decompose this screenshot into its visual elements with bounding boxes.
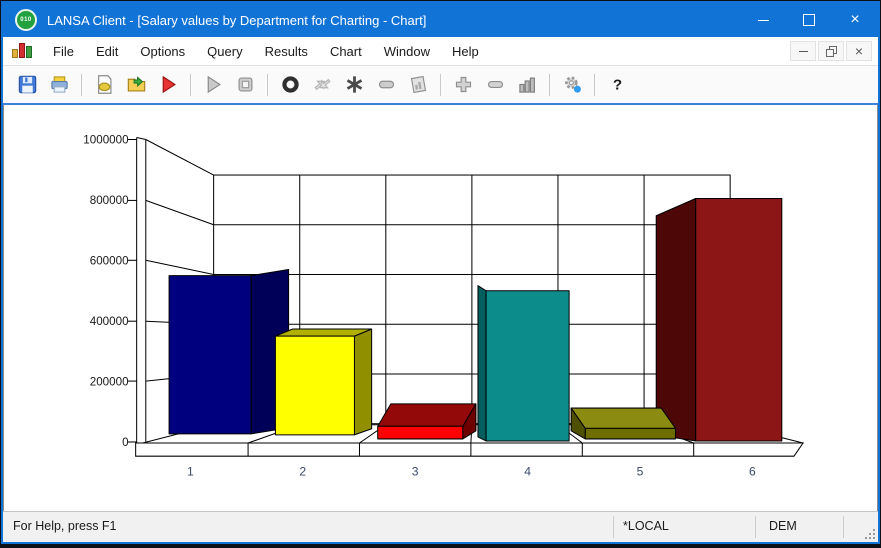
save-icon[interactable] xyxy=(14,72,40,98)
menu-edit[interactable]: Edit xyxy=(95,43,119,59)
maximize-button[interactable] xyxy=(786,3,832,37)
mdi-restore-button[interactable] xyxy=(818,41,844,61)
bar-side-face xyxy=(655,197,697,442)
minimize-button[interactable] xyxy=(740,3,786,37)
x-category-label: 3 xyxy=(412,464,419,478)
bar-front-face xyxy=(377,425,464,440)
maximize-icon xyxy=(803,14,815,26)
mdi-restore-icon xyxy=(825,45,837,57)
x-category-label: 5 xyxy=(637,464,644,478)
x-axis-labels: 1 2 3 4 5 6 xyxy=(187,464,756,478)
new-chart-icon[interactable] xyxy=(91,72,117,98)
resize-grip[interactable] xyxy=(863,527,875,539)
chart-client-area: 0 200000 400000 600000 800000 1000000 1 2 3 4 5 6 xyxy=(3,105,878,511)
app-icon-label: 010 xyxy=(20,17,32,23)
bar-5 xyxy=(570,407,676,440)
menu-window[interactable]: Window xyxy=(383,43,430,59)
transfer-icon[interactable] xyxy=(309,72,335,98)
app-icon: 010 xyxy=(15,9,37,31)
toolbar-separator xyxy=(549,73,550,96)
minimize-icon xyxy=(757,19,769,21)
chart-3d-icon[interactable] xyxy=(514,72,540,98)
x-category-label: 6 xyxy=(749,464,756,478)
bar-top-face xyxy=(274,328,373,337)
y-tick-label: 800000 xyxy=(90,194,129,207)
status-separator xyxy=(755,516,756,538)
mdi-close-icon: × xyxy=(854,43,864,59)
bar-top-face xyxy=(570,407,676,429)
bar-side-face xyxy=(353,328,373,436)
menu-file[interactable]: File xyxy=(53,43,74,59)
mdi-minimize-button[interactable] xyxy=(790,41,816,61)
bar-front-face xyxy=(485,290,570,442)
menu-divider xyxy=(3,65,878,66)
bar-front-face xyxy=(695,197,783,442)
salary-bar-chart: 0 200000 400000 600000 800000 1000000 1 2 3 4 5 6 xyxy=(83,134,805,478)
help-icon[interactable]: ? xyxy=(604,72,630,98)
collapse-icon[interactable] xyxy=(373,72,399,98)
y-tick-label: 0 xyxy=(122,436,129,449)
status-server: *LOCAL xyxy=(623,519,669,533)
status-partition: DEM xyxy=(769,519,797,533)
bar-side-face xyxy=(477,285,487,442)
bar-1 xyxy=(168,269,290,435)
toolbar-separator xyxy=(267,73,268,96)
mdi-minimize-icon xyxy=(798,50,808,52)
status-separator xyxy=(843,516,844,538)
y-tick-label: 1000000 xyxy=(83,134,129,147)
asterisk-icon[interactable] xyxy=(341,72,367,98)
bar-2 xyxy=(274,328,373,436)
bar-front-face xyxy=(274,335,355,436)
status-separator xyxy=(613,516,614,538)
report-icon[interactable] xyxy=(405,72,431,98)
menu-bar: File Edit Options Query Results Chart Window He… xyxy=(3,37,878,65)
close-button[interactable]: × xyxy=(832,3,878,37)
record-icon[interactable] xyxy=(277,72,303,98)
mdi-close-button[interactable]: × xyxy=(846,41,872,61)
menu-items: File Edit Options Query Results Chart Window He… xyxy=(42,39,490,64)
open-icon[interactable] xyxy=(123,72,149,98)
svg-text:?: ? xyxy=(612,77,621,94)
client-top-border xyxy=(3,103,878,105)
y-axis-labels: 0 200000 400000 600000 800000 1000000 xyxy=(83,134,129,449)
x-category-label: 4 xyxy=(524,464,531,478)
bar-front-face xyxy=(168,275,252,435)
bars-layer xyxy=(168,197,783,442)
stop-icon[interactable] xyxy=(232,72,258,98)
bar-3 xyxy=(377,403,477,440)
toolbar: ? xyxy=(3,66,878,103)
run-icon[interactable] xyxy=(155,72,181,98)
menu-query[interactable]: Query xyxy=(207,43,243,59)
y-tick-label: 400000 xyxy=(90,315,129,328)
close-icon: × xyxy=(850,11,860,28)
window-title: LANSA Client - [Salary values by Departm… xyxy=(47,12,427,28)
bar-front-face xyxy=(584,427,676,440)
settings-icon[interactable] xyxy=(559,72,585,98)
x-category-label: 2 xyxy=(299,464,306,478)
status-help-text: For Help, press F1 xyxy=(13,519,117,533)
y-tick-label: 600000 xyxy=(90,255,129,268)
menu-results[interactable]: Results xyxy=(264,43,308,59)
title-bar: 010 LANSA Client - [Salary values by Dep… xyxy=(3,3,878,37)
menu-options[interactable]: Options xyxy=(140,43,186,59)
play-icon[interactable] xyxy=(200,72,226,98)
bar-6 xyxy=(655,197,783,442)
toolbar-separator xyxy=(594,73,595,96)
toolbar-separator xyxy=(81,73,82,96)
status-bar: For Help, press F1 *LOCAL DEM xyxy=(3,511,878,542)
bar-top-face xyxy=(377,403,477,427)
menu-chart[interactable]: Chart xyxy=(329,43,362,59)
y-tick-label: 200000 xyxy=(90,376,129,389)
toolbar-separator xyxy=(440,73,441,96)
zoom-out-icon[interactable] xyxy=(482,72,508,98)
x-category-label: 1 xyxy=(187,464,194,478)
bar-4 xyxy=(477,285,570,442)
chart-document-icon xyxy=(12,43,32,58)
menu-help[interactable]: Help xyxy=(451,43,479,59)
toolbar-separator xyxy=(190,73,191,96)
zoom-in-icon[interactable] xyxy=(450,72,476,98)
print-icon[interactable] xyxy=(46,72,72,98)
